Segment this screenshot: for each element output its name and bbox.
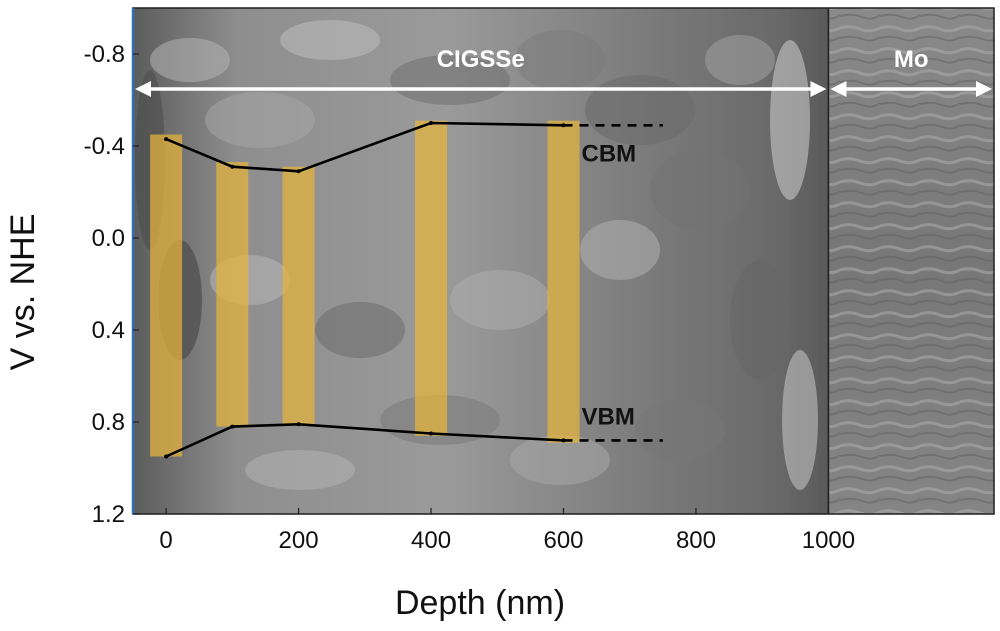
x-tick-label: 1000	[802, 527, 855, 554]
sem-grain	[730, 260, 790, 380]
region-label-mo: Mo	[894, 46, 929, 73]
y-tick-label: 0.0	[92, 225, 125, 252]
y-tick-label: 1.2	[92, 501, 125, 528]
cbm-point	[561, 123, 566, 128]
highlight-band-4	[547, 120, 580, 443]
sem-grain	[510, 435, 610, 485]
vbm-point	[296, 422, 301, 427]
x-axis-title: Depth (nm)	[395, 584, 565, 622]
sem-grain	[315, 302, 405, 358]
y-tick-label: 0.4	[92, 317, 125, 344]
vbm-point	[429, 431, 434, 436]
y-tick-label: 0.8	[92, 409, 125, 436]
cbm-point	[296, 169, 301, 174]
sem-grain	[245, 450, 355, 490]
x-tick-label: 400	[411, 527, 451, 554]
sem-grain	[782, 350, 818, 490]
cbm-point	[164, 137, 169, 142]
sem-background	[131, 7, 995, 515]
sem-grain	[585, 75, 695, 145]
highlight-band-2	[282, 166, 315, 425]
sem-grain	[450, 270, 550, 330]
sem-grain	[650, 150, 750, 230]
vbm-point	[561, 438, 566, 443]
sem-grain	[635, 400, 725, 460]
y-axis-title: V vs. NHE	[4, 214, 42, 371]
highlight-band-0	[150, 134, 183, 457]
highlight-band-1	[216, 162, 249, 427]
region-label-cigsse: CIGSSe	[437, 46, 525, 73]
region-arrow-cigsse	[135, 81, 827, 97]
cbm-label: CBM	[582, 140, 637, 167]
vbm-point	[164, 454, 169, 459]
x-tick-label: 800	[676, 527, 716, 554]
cbm-point	[429, 121, 434, 125]
sem-grain	[515, 30, 605, 90]
sem-grain	[580, 220, 660, 280]
highlight-bands	[150, 120, 580, 457]
axes: 0 200 400 600 800 1000 -0.8 -0.4 0.0 0.4 0.8 1.2	[84, 41, 855, 554]
y-tick-label: -0.8	[84, 41, 125, 68]
vbm-label: VBM	[582, 403, 635, 430]
highlight-band-3	[415, 120, 448, 436]
band-edge-lines: CBM VBM	[164, 121, 663, 459]
sem-grain	[390, 55, 510, 105]
sem-grain	[770, 40, 810, 200]
sem-grain	[150, 38, 230, 82]
region-arrow-mo	[830, 81, 992, 97]
x-tick-label: 600	[543, 527, 583, 554]
vbm-point	[230, 424, 235, 429]
x-tick-label: 200	[279, 527, 319, 554]
y-tick-label: -0.4	[84, 133, 125, 160]
mo-texture	[828, 8, 994, 514]
cbm-point	[230, 164, 235, 169]
sem-grain	[205, 92, 315, 148]
x-tick-label: 0	[159, 527, 172, 554]
sem-grain	[280, 20, 380, 60]
region-annotations: CIGSSe Mo	[135, 46, 992, 97]
sem-grain	[705, 35, 775, 85]
